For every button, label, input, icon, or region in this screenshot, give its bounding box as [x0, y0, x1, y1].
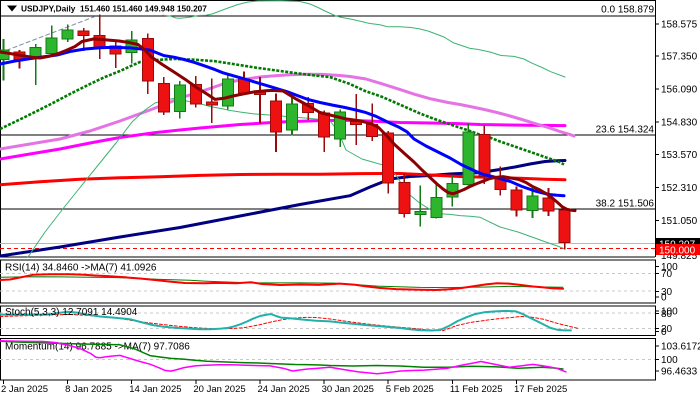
svg-text:96.4633: 96.4633 [661, 366, 698, 377]
svg-text:70: 70 [661, 269, 673, 280]
svg-text:11 Feb 2025: 11 Feb 2025 [450, 384, 503, 395]
svg-text:14 Jan 2025: 14 Jan 2025 [129, 384, 181, 395]
svg-text:100: 100 [661, 355, 678, 366]
svg-text:30 Jan 2025: 30 Jan 2025 [322, 384, 374, 395]
svg-text:0.0 158.879: 0.0 158.879 [601, 4, 654, 15]
svg-text:103.6172: 103.6172 [661, 342, 700, 353]
svg-text:5 Feb 2025: 5 Feb 2025 [386, 384, 434, 395]
svg-text:RSI(14) 34.8460 ->MA(7) 41.09: RSI(14) 34.8460 ->MA(7) 41.0926 [5, 262, 157, 273]
svg-text:150.000: 150.000 [659, 245, 696, 256]
svg-text:20 Jan 2025: 20 Jan 2025 [193, 384, 245, 395]
svg-text:23.6 154.324: 23.6 154.324 [596, 125, 655, 136]
svg-text:USDJPY,Daily 151.460 151.460: USDJPY,Daily 151.460 151.460 149.948 150… [21, 3, 207, 13]
svg-text:80: 80 [661, 309, 673, 320]
svg-text:38.2 151.506: 38.2 151.506 [596, 199, 655, 210]
svg-text:100: 100 [661, 262, 678, 273]
svg-text:153.570: 153.570 [661, 150, 698, 161]
svg-text:0: 0 [661, 293, 667, 304]
svg-text:154.830: 154.830 [661, 118, 698, 129]
svg-text:0: 0 [661, 327, 667, 338]
svg-text:157.350: 157.350 [661, 52, 698, 63]
svg-text:17 Feb 2025: 17 Feb 2025 [514, 384, 567, 395]
svg-text:100: 100 [661, 307, 678, 318]
svg-text:24 Jan 2025: 24 Jan 2025 [257, 384, 309, 395]
svg-text:8 Jan 2025: 8 Jan 2025 [65, 384, 112, 395]
svg-text:156.090: 156.090 [661, 85, 698, 96]
svg-text:2 Jan 2025: 2 Jan 2025 [1, 384, 48, 395]
svg-text:149.825: 149.825 [661, 251, 698, 262]
svg-text:Momentum(14) 96.7885 ->MA(7): Momentum(14) 96.7885 ->MA(7) 97.7086 [5, 342, 190, 353]
svg-text:151.050: 151.050 [661, 216, 698, 227]
svg-text:30: 30 [661, 287, 673, 298]
svg-text:152.310: 152.310 [661, 183, 698, 194]
svg-text:158.575: 158.575 [661, 20, 698, 31]
svg-text:20: 20 [661, 324, 673, 335]
svg-text:Stoch(5,3,3) 12.7091 14.4904: Stoch(5,3,3) 12.7091 14.4904 [5, 307, 138, 318]
